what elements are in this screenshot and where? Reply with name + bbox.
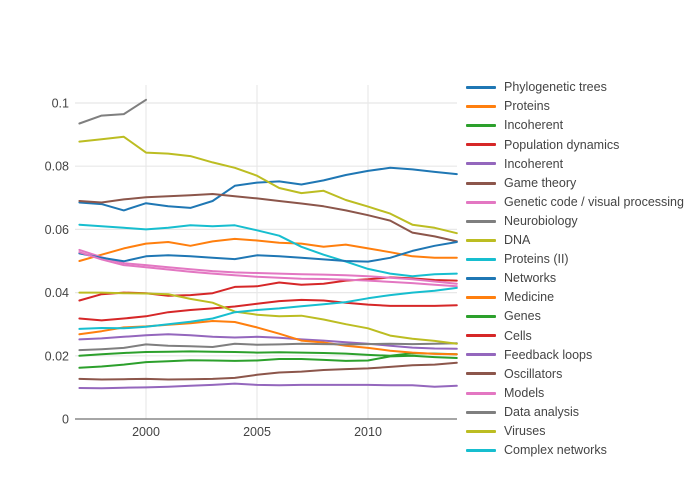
- series-line-neurobiology: [78, 98, 147, 125]
- legend-line-swatch: [466, 391, 496, 395]
- legend-item-incoherent[interactable]: Incoherent: [466, 154, 684, 173]
- series-line-population-dynamics: [78, 276, 458, 302]
- legend-item-oscillators[interactable]: Oscillators: [466, 364, 684, 383]
- legend-item-models[interactable]: Models: [466, 384, 684, 403]
- legend-item-feedback-loops[interactable]: Feedback loops: [466, 345, 684, 364]
- series-line-proteins: [78, 237, 458, 262]
- legend-label: Models: [504, 385, 545, 400]
- series-line-complex-networks: [78, 286, 458, 330]
- y-tick-label: 0.1: [52, 97, 69, 111]
- legend-label: Phylogenetic trees: [504, 80, 607, 95]
- legend-label: DNA: [504, 233, 531, 248]
- legend-item-dna[interactable]: DNA: [466, 231, 684, 250]
- legend-label: Medicine: [504, 290, 555, 305]
- legend-label: Oscillators: [504, 366, 563, 381]
- legend-label: Incoherent: [504, 118, 564, 133]
- series-line-game-theory: [78, 193, 458, 243]
- legend-item-game-theory[interactable]: Game theory: [466, 173, 684, 192]
- x-tick-label: 2000: [132, 425, 160, 439]
- series-line-phylogenetic-trees: [78, 166, 458, 212]
- legend-line-swatch: [466, 124, 496, 128]
- legend-label: Cells: [504, 328, 532, 343]
- legend-item-complex-networks[interactable]: Complex networks: [466, 441, 684, 460]
- legend-label: Population dynamics: [504, 137, 620, 152]
- legend-line-swatch: [466, 353, 496, 357]
- series-line-models: [78, 251, 458, 288]
- series-line-networks: [78, 241, 458, 263]
- x-tick-label: 2005: [243, 425, 271, 439]
- legend-item-networks[interactable]: Networks: [466, 269, 684, 288]
- legend-line-swatch: [466, 257, 496, 261]
- y-tick-label: 0.08: [45, 160, 69, 174]
- series-line-dna: [78, 135, 458, 235]
- legend-line-swatch: [466, 105, 496, 109]
- legend: Phylogenetic trees Proteins Incoherent Popu…: [466, 78, 684, 460]
- series-line-oscillators: [78, 361, 458, 381]
- legend-item-proteins-ii[interactable]: Proteins (II): [466, 250, 684, 269]
- series-line-viruses: [78, 291, 458, 345]
- legend-line-swatch: [466, 162, 496, 166]
- series-line-incoherent: [78, 333, 458, 350]
- y-tick-label: 0.02: [45, 349, 69, 363]
- series-line-genes: [78, 354, 458, 369]
- legend-label: Proteins: [504, 99, 550, 114]
- x-tick-label: 2010: [354, 425, 382, 439]
- series-line-cells: [78, 298, 458, 322]
- legend-line-swatch: [466, 296, 496, 300]
- legend-line-swatch: [466, 181, 496, 185]
- legend-item-medicine[interactable]: Medicine: [466, 288, 684, 307]
- legend-line-swatch: [466, 219, 496, 223]
- legend-line-swatch: [466, 448, 496, 452]
- legend-item-neurobiology[interactable]: Neurobiology: [466, 212, 684, 231]
- legend-item-genes[interactable]: Genes: [466, 307, 684, 326]
- legend-label: Incoherent: [504, 156, 564, 171]
- y-tick-label: 0: [62, 413, 69, 427]
- legend-item-viruses[interactable]: Viruses: [466, 422, 684, 441]
- series-line-genetic-code-visual-processing: [78, 248, 458, 285]
- legend-line-swatch: [466, 276, 496, 280]
- legend-label: Game theory: [504, 175, 577, 190]
- legend-label: Networks: [504, 271, 557, 286]
- legend-label: Proteins (II): [504, 252, 569, 267]
- legend-label: Genes: [504, 309, 541, 324]
- legend-line-swatch: [466, 86, 496, 90]
- legend-label: Viruses: [504, 423, 546, 438]
- legend-item-phylogenetic-trees[interactable]: Phylogenetic trees: [466, 78, 684, 97]
- legend-label: Feedback loops: [504, 347, 593, 362]
- legend-item-proteins[interactable]: Proteins: [466, 97, 684, 116]
- legend-line-swatch: [466, 315, 496, 319]
- legend-line-swatch: [466, 200, 496, 204]
- y-tick-label: 0.06: [45, 223, 69, 237]
- legend-line-swatch: [466, 429, 496, 433]
- legend-item-cells[interactable]: Cells: [466, 326, 684, 345]
- legend-line-swatch: [466, 334, 496, 338]
- legend-label: Neurobiology: [504, 213, 578, 228]
- legend-label: Genetic code / visual processing: [504, 194, 684, 209]
- y-tick-label: 0.04: [45, 286, 69, 300]
- series-line-data-analysis: [78, 342, 458, 352]
- legend-line-swatch: [466, 410, 496, 414]
- legend-label: Data analysis: [504, 404, 580, 419]
- legend-item-population-dynamics[interactable]: Population dynamics: [466, 135, 684, 154]
- series-line-proteins-ii: [78, 223, 458, 278]
- legend-item-incoherent[interactable]: Incoherent: [466, 116, 684, 135]
- legend-line-swatch: [466, 238, 496, 242]
- series-line-feedback-loops: [78, 382, 458, 390]
- legend-item-data-analysis[interactable]: Data analysis: [466, 403, 684, 422]
- legend-item-genetic-code-visual-processing[interactable]: Genetic code / visual processing: [466, 193, 684, 212]
- legend-label: Complex networks: [504, 443, 607, 458]
- legend-line-swatch: [466, 143, 496, 147]
- legend-line-swatch: [466, 372, 496, 376]
